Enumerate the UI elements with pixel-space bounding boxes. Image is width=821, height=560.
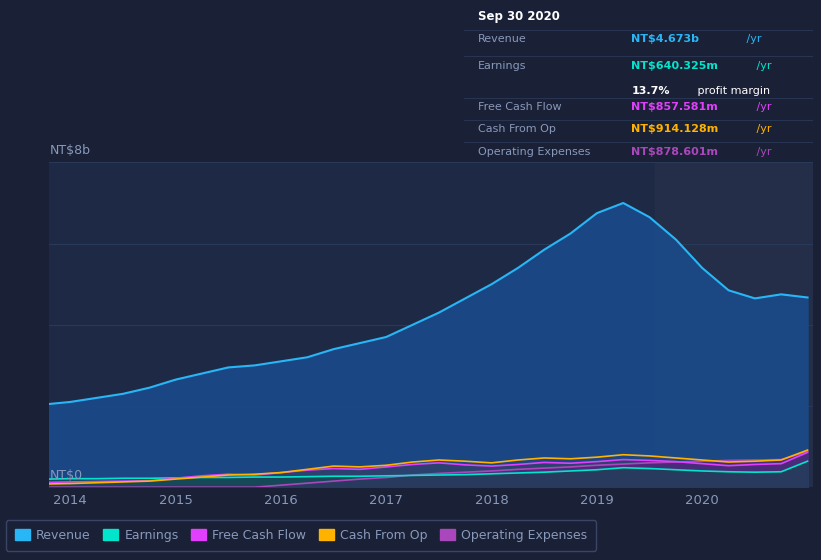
Text: /yr: /yr <box>754 124 772 134</box>
Text: Free Cash Flow: Free Cash Flow <box>478 102 562 112</box>
Text: Cash From Op: Cash From Op <box>478 124 556 134</box>
Text: Sep 30 2020: Sep 30 2020 <box>478 10 560 23</box>
Text: 13.7%: 13.7% <box>631 86 670 96</box>
Text: NT$878.601m: NT$878.601m <box>631 147 718 157</box>
Text: /yr: /yr <box>754 102 772 112</box>
Text: /yr: /yr <box>754 60 772 71</box>
Bar <box>655 162 813 487</box>
Text: NT$0: NT$0 <box>49 469 82 482</box>
Legend: Revenue, Earnings, Free Cash Flow, Cash From Op, Operating Expenses: Revenue, Earnings, Free Cash Flow, Cash … <box>6 520 596 551</box>
Text: NT$640.325m: NT$640.325m <box>631 60 718 71</box>
Text: /yr: /yr <box>743 34 762 44</box>
Text: Operating Expenses: Operating Expenses <box>478 147 590 157</box>
Text: Earnings: Earnings <box>478 60 526 71</box>
Text: Revenue: Revenue <box>478 34 526 44</box>
Text: /yr: /yr <box>754 147 772 157</box>
Text: NT$8b: NT$8b <box>49 144 90 157</box>
Text: NT$857.581m: NT$857.581m <box>631 102 718 112</box>
Text: NT$4.673b: NT$4.673b <box>631 34 699 44</box>
Text: NT$914.128m: NT$914.128m <box>631 124 718 134</box>
Text: profit margin: profit margin <box>695 86 770 96</box>
